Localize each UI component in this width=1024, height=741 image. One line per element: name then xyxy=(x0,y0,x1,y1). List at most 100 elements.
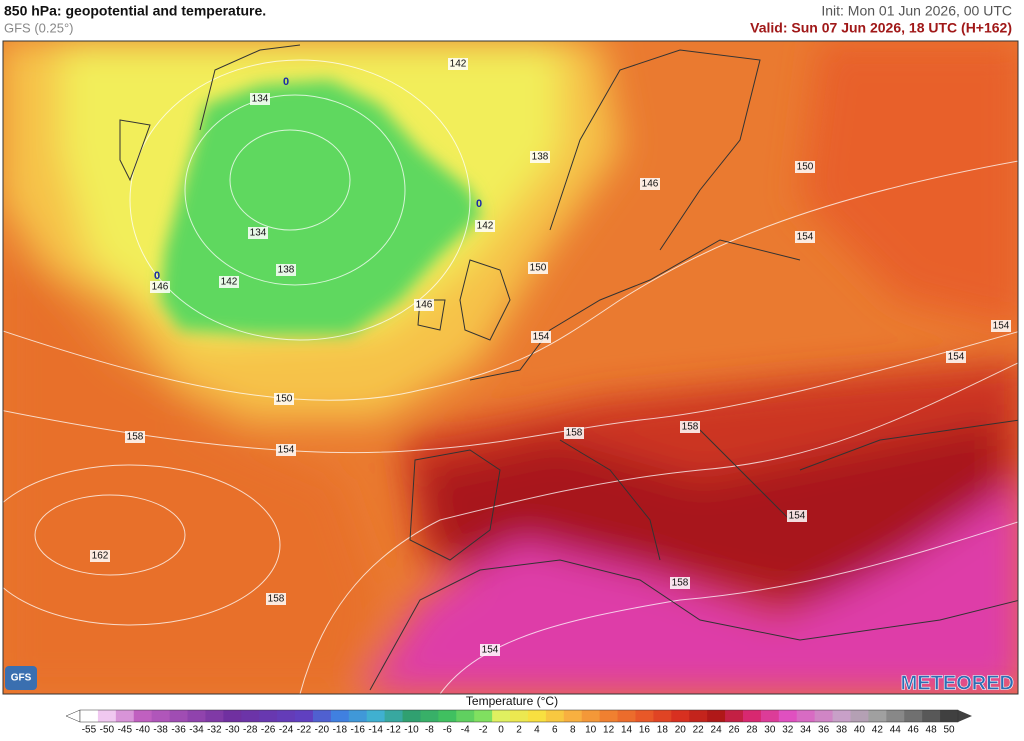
colorbar-tick-label: 36 xyxy=(818,725,830,736)
geopotential-label: 150 xyxy=(797,162,814,173)
colorbar-tick-label: -28 xyxy=(243,725,258,736)
colorbar-tick-label: -30 xyxy=(225,725,240,736)
colorbar-tick-label: 10 xyxy=(585,725,597,736)
colorbar-tick-label: -18 xyxy=(333,725,348,736)
colorbar-cell xyxy=(133,710,153,722)
colorbar-tick-label: -20 xyxy=(315,725,330,736)
colorbar-cell xyxy=(563,710,583,722)
label-bg xyxy=(448,58,468,70)
colorbar-cell xyxy=(778,710,798,722)
geopotential-label: 134 xyxy=(250,228,267,239)
label-bg xyxy=(564,427,584,439)
colorbar-tick-label: -50 xyxy=(100,725,115,736)
geopotential-label: 154 xyxy=(948,352,965,363)
map-frame xyxy=(2,40,1019,695)
geopotential-label: 138 xyxy=(278,265,295,276)
colorbar-tick-label: 0 xyxy=(498,725,504,736)
geopotential-label: 138 xyxy=(532,152,549,163)
geopotential-label: 154 xyxy=(789,511,806,522)
colorbar-cell xyxy=(384,710,404,722)
colorbar-tick-label: 20 xyxy=(675,725,687,736)
geopotential-label: 146 xyxy=(642,179,659,190)
geopotential-label: 142 xyxy=(221,277,238,288)
valid-time: Valid: Sun 07 Jun 2026, 18 UTC (H+162) xyxy=(750,20,1012,36)
colorbar-cell xyxy=(492,710,511,722)
colorbar-tick-label: 48 xyxy=(926,725,938,736)
colorbar-tick-label: 40 xyxy=(854,725,866,736)
label-bg xyxy=(250,93,270,105)
colorbar-tick-label: -6 xyxy=(443,725,452,736)
colorbar-cell xyxy=(402,710,421,722)
colorbar-tick-label: 34 xyxy=(800,725,812,736)
colorbar-cell xyxy=(259,710,278,722)
colorbar-tick-label: 2 xyxy=(516,725,522,736)
label-bg xyxy=(680,421,700,433)
colorbar-cell xyxy=(80,710,99,722)
colorbar-tick-label: 18 xyxy=(657,725,669,736)
init-time: Init: Mon 01 Jun 2026, 00 UTC xyxy=(821,3,1012,19)
colorbar-tick-label: -55 xyxy=(82,725,97,736)
colorbar-tick-label: -38 xyxy=(153,725,168,736)
colorbar-tick-label: 6 xyxy=(552,725,558,736)
label-bg xyxy=(274,393,294,405)
colorbar-tick-label: 12 xyxy=(603,725,615,736)
geopotential-label: 154 xyxy=(482,645,499,656)
title: 850 hPa: geopotential and temperature. xyxy=(4,3,266,19)
colorbar-tick-label: -4 xyxy=(461,725,470,736)
colorbar-tick-label: -14 xyxy=(368,725,383,736)
colorbar-cell xyxy=(814,710,834,722)
colorbar-cell xyxy=(420,710,439,722)
colorbar-cell xyxy=(742,710,762,722)
brand-logo: METEORED xyxy=(901,672,1014,694)
geopotential-label: 146 xyxy=(152,282,169,293)
geopotential-label: 158 xyxy=(566,428,583,439)
colorbar-tick-label: 24 xyxy=(711,725,723,736)
colorbar-cell xyxy=(545,710,565,722)
colorbar-cell xyxy=(312,710,332,722)
isotherm-label: 0 xyxy=(476,198,482,210)
geopotential-label: 158 xyxy=(682,422,699,433)
colorbar-cell xyxy=(277,710,296,722)
label-bg xyxy=(640,178,660,190)
isotherm-label: 0 xyxy=(154,270,160,282)
geopotential-label: 134 xyxy=(252,94,269,105)
colorbar-cell xyxy=(205,710,224,722)
colorbar-cell xyxy=(940,710,959,722)
geopotential-label: 154 xyxy=(993,321,1010,332)
label-bg xyxy=(248,227,268,239)
colorbar-cell xyxy=(151,710,171,722)
colorbar-tick-label: 14 xyxy=(621,725,633,736)
colorbar-cell xyxy=(653,710,672,722)
colorbar-cell xyxy=(169,710,189,722)
colorbar-tick-label: -10 xyxy=(404,725,419,736)
colorbar-cell xyxy=(295,710,314,722)
label-bg xyxy=(528,262,548,274)
colorbar-cell xyxy=(241,710,260,722)
map xyxy=(3,41,1018,694)
colorbar-cell xyxy=(581,710,601,722)
label-bg xyxy=(531,331,551,343)
label-bg xyxy=(150,281,170,293)
colorbar-cell xyxy=(97,710,117,722)
colorbar-tick-label: 50 xyxy=(943,725,955,736)
colorbar-tick-label: 32 xyxy=(782,725,794,736)
colorbar-cell xyxy=(527,710,547,722)
colorbar-cell xyxy=(635,710,654,722)
label-bg xyxy=(480,644,500,656)
geopotential-label: 150 xyxy=(276,394,293,405)
colorbar-tick-label: -32 xyxy=(207,725,222,736)
label-bg xyxy=(125,431,145,443)
geopotential-label: 162 xyxy=(92,551,109,562)
colorbar-tick-label: -2 xyxy=(479,725,488,736)
colorbar-tick-label: -36 xyxy=(171,725,186,736)
colorbar-cell xyxy=(510,710,529,722)
colorbar-cell xyxy=(438,710,457,722)
colorbar-cell xyxy=(796,710,816,722)
cold-pool xyxy=(160,80,482,335)
colorbar-cell xyxy=(456,710,475,722)
label-bg xyxy=(90,550,110,562)
model: GFS (0.25°) xyxy=(4,20,74,35)
colorbar-cell xyxy=(599,710,619,722)
label-bg xyxy=(670,577,690,589)
colorbar-tick-label: 28 xyxy=(746,725,758,736)
